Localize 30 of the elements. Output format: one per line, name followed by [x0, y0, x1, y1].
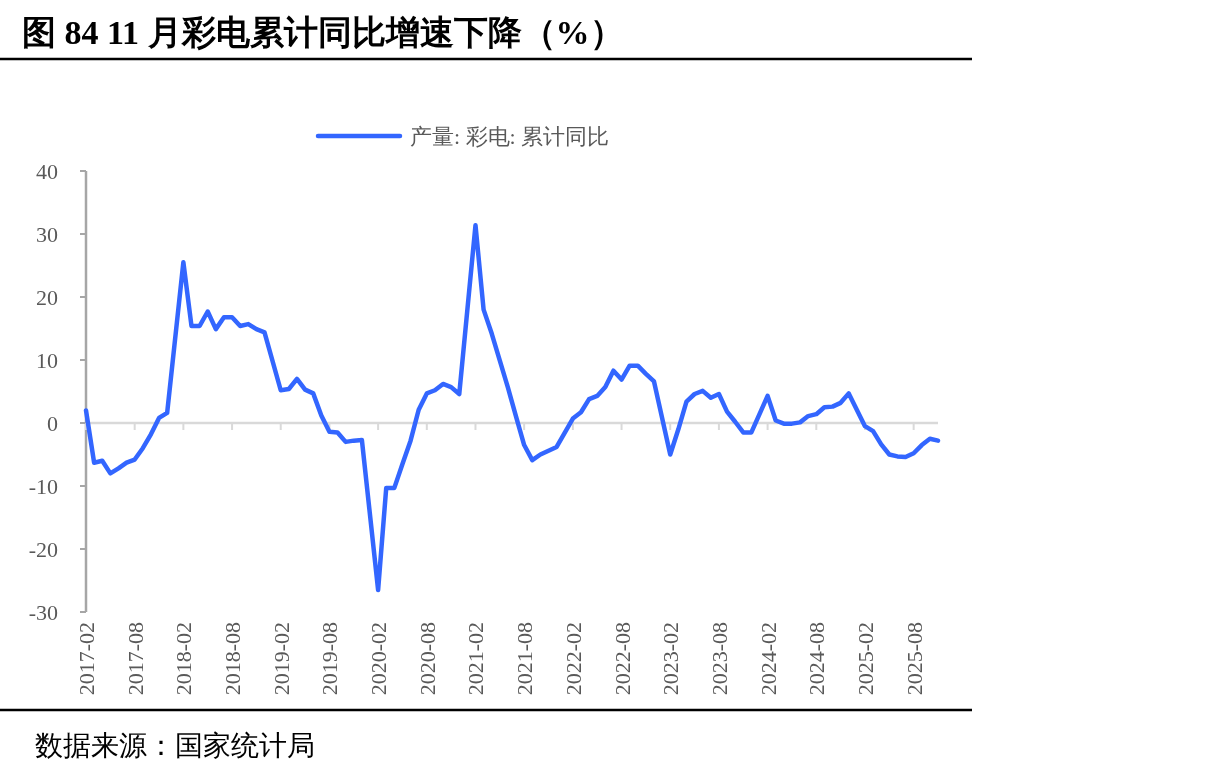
x-tick-label: 2019-02	[268, 622, 294, 696]
y-tick-label: 30	[36, 222, 58, 247]
x-tick-label: 2020-02	[366, 622, 392, 696]
x-tick-label: 2021-02	[463, 622, 489, 696]
x-tick-label: 2017-02	[74, 622, 99, 696]
legend: 产量: 彩电: 累计同比	[315, 124, 610, 149]
y-tick-label: -20	[28, 537, 58, 562]
x-tick-label: 2018-02	[171, 622, 197, 696]
y-tick-label: 20	[36, 285, 58, 310]
x-tick-label: 2020-08	[414, 622, 440, 696]
x-tick-label: 2024-08	[804, 622, 830, 696]
x-tick-label: 2022-02	[560, 622, 586, 696]
x-tick-label: 2019-08	[317, 622, 343, 696]
x-tick-label: 2023-02	[658, 622, 684, 696]
y-tick-label: -10	[28, 474, 58, 499]
x-tick-label: 2018-08	[220, 622, 246, 696]
chart-title: 图 84 11 月彩电累计同比增速下降（%）	[22, 14, 624, 51]
x-tick-label: 2021-08	[512, 622, 538, 696]
y-tick-label: 0	[47, 411, 58, 436]
source-note: 数据来源：国家统计局	[35, 730, 315, 761]
x-tick-label: 2025-02	[852, 622, 878, 696]
x-tick-label: 2022-08	[609, 622, 635, 696]
x-tick-label: 2025-08	[901, 622, 927, 696]
legend-label: 产量: 彩电: 累计同比	[410, 124, 610, 149]
y-tick-label: 40	[36, 159, 58, 184]
x-tick-label: 2024-02	[755, 622, 781, 696]
x-tick-label: 2023-08	[706, 622, 732, 696]
y-tick-label: 10	[36, 348, 58, 373]
y-tick-label: -30	[28, 600, 58, 625]
x-tick-label: 2017-08	[122, 622, 148, 696]
